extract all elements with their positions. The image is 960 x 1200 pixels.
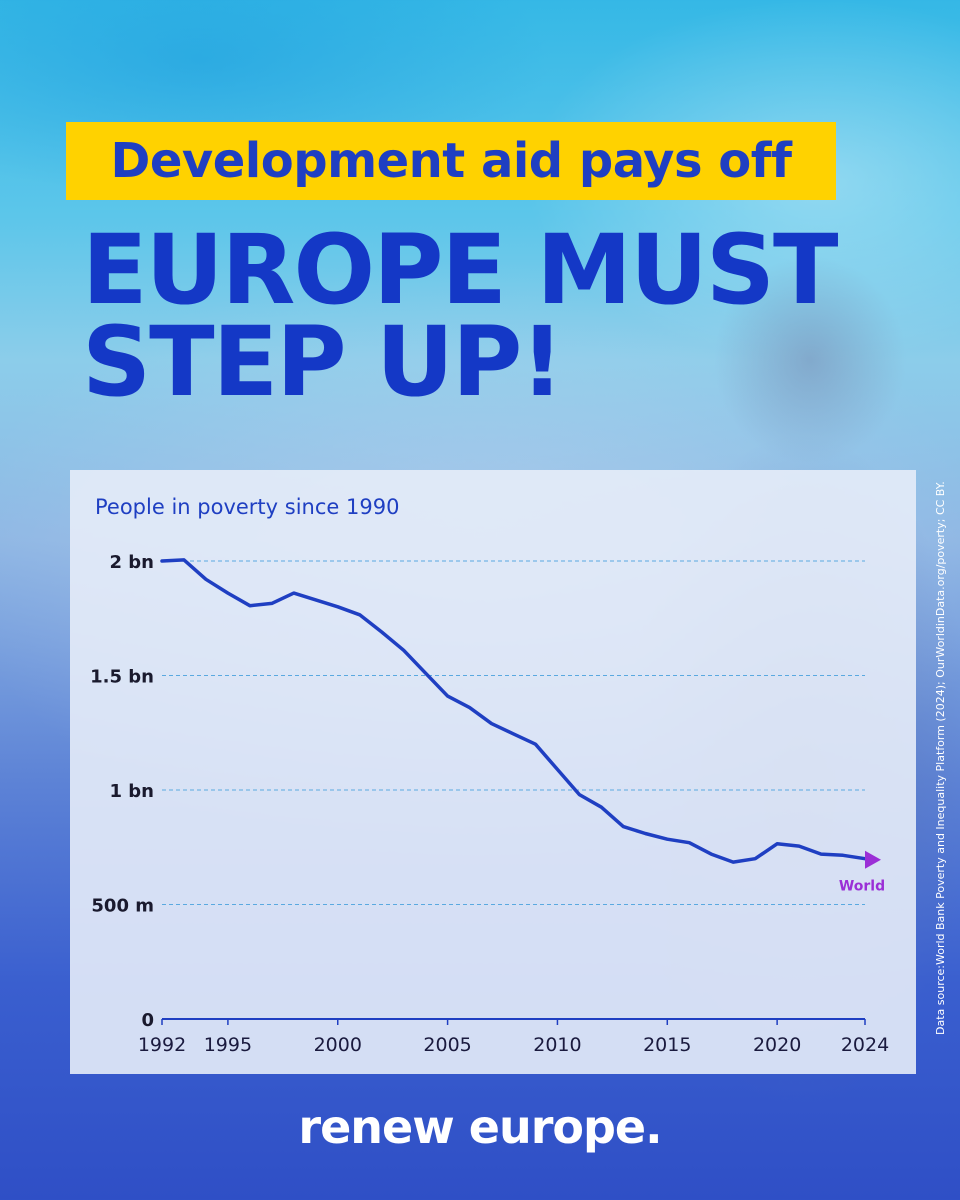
chart-panel: People in poverty since 1990 2 bn 1.5 bn 1… — [70, 470, 916, 1074]
x-tick-label: 1992 — [138, 1034, 186, 1056]
main-title: EUROPE MUST STEP UP! — [82, 214, 882, 418]
x-axis: 1992 1995 2000 2005 2010 2015 2020 2024 — [138, 1018, 889, 1056]
x-tick-label: 2005 — [423, 1034, 471, 1056]
series-end-arrow — [865, 850, 881, 869]
y-tick-labels: 2 bn 1.5 bn 1 bn 500 m 0 — [90, 552, 154, 1031]
series-label-world: World — [839, 879, 885, 895]
main-title-line2: STEP UP! — [82, 306, 564, 418]
brand-logo: renew europe. — [298, 1100, 662, 1154]
series-layer: World — [160, 558, 885, 895]
x-tick-label: 2000 — [314, 1034, 362, 1056]
x-tick-label: 1995 — [204, 1034, 252, 1056]
poverty-line-chart: People in poverty since 1990 2 bn 1.5 bn 1… — [90, 495, 889, 1056]
x-tick-label: 2024 — [841, 1034, 889, 1056]
chart-title: People in poverty since 1990 — [95, 495, 399, 519]
grid-lines — [162, 560, 865, 905]
y-tick-label: 0 — [141, 1010, 154, 1031]
y-tick-label: 1 bn — [110, 781, 155, 802]
x-tick-label: 2020 — [753, 1034, 801, 1056]
headline-tag-text: Development aid pays off — [110, 133, 792, 189]
source-note: Data source:World Bank Poverty and Inequ… — [934, 481, 947, 1035]
x-tick-label: 2015 — [643, 1034, 691, 1056]
y-tick-label: 500 m — [91, 896, 154, 917]
x-tick-label: 2010 — [533, 1034, 581, 1056]
series-line-world — [160, 558, 867, 864]
main-title-line1: EUROPE MUST — [82, 214, 839, 326]
y-tick-label: 1.5 bn — [90, 667, 154, 688]
y-tick-label: 2 bn — [110, 552, 155, 573]
headline-tag: Development aid pays off — [66, 122, 836, 200]
